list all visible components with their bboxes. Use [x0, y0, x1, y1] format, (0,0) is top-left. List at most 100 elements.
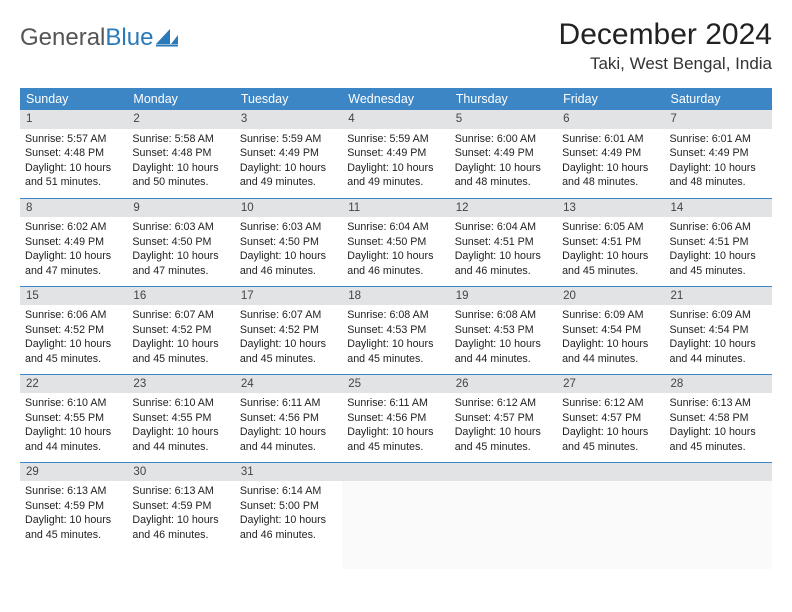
week-row: 1 Sunrise: 5:57 AM Sunset: 4:48 PM Daylight… — [20, 110, 772, 198]
day-info: Sunrise: 6:10 AMSunset: 4:55 PMDaylight:… — [20, 393, 127, 459]
day-number: 4 — [342, 110, 449, 129]
day-cell: 12Sunrise: 6:04 AMSunset: 4:51 PMDayligh… — [450, 198, 557, 286]
sunset: Sunset: 4:52 PM — [25, 323, 122, 337]
day-number — [557, 463, 664, 482]
day-number: 25 — [342, 375, 449, 394]
day-info: Sunrise: 6:11 AMSunset: 4:56 PMDaylight:… — [342, 393, 449, 459]
day-cell: 25Sunrise: 6:11 AMSunset: 4:56 PMDayligh… — [342, 374, 449, 462]
dow-sunday: Sunday — [20, 88, 127, 110]
day-number: 19 — [450, 287, 557, 306]
day-cell: 10Sunrise: 6:03 AMSunset: 4:50 PMDayligh… — [235, 198, 342, 286]
sunrise: Sunrise: 6:01 AM — [562, 132, 659, 146]
day-cell: 1Sunrise: 5:57 AMSunset: 4:48 PMDaylight… — [20, 110, 127, 198]
day-number: 1 — [20, 110, 127, 129]
sunset: Sunset: 4:51 PM — [670, 235, 767, 249]
day-number: 9 — [127, 199, 234, 218]
sunset: Sunset: 4:49 PM — [240, 146, 337, 160]
sunset: Sunset: 4:56 PM — [240, 411, 337, 425]
day-of-week-row: Sunday Monday Tuesday Wednesday Thursday… — [20, 88, 772, 110]
day-number: 8 — [20, 199, 127, 218]
day-info: Sunrise: 6:14 AMSunset: 5:00 PMDaylight:… — [235, 481, 342, 547]
day-info: Sunrise: 6:06 AMSunset: 4:52 PMDaylight:… — [20, 305, 127, 371]
sunrise: Sunrise: 5:59 AM — [240, 132, 337, 146]
day-info: Sunrise: 6:00 AMSunset: 4:49 PMDaylight:… — [450, 129, 557, 195]
sunrise: Sunrise: 6:02 AM — [25, 220, 122, 234]
calendar-body: 1 Sunrise: 5:57 AM Sunset: 4:48 PM Daylight… — [20, 110, 772, 550]
day-info: Sunrise: 6:13 AMSunset: 4:59 PMDaylight:… — [20, 481, 127, 547]
sunset: Sunset: 4:59 PM — [132, 499, 229, 513]
sunrise: Sunrise: 6:00 AM — [455, 132, 552, 146]
day-info: Sunrise: 6:09 AMSunset: 4:54 PMDaylight:… — [665, 305, 772, 371]
day-cell — [557, 462, 664, 550]
day-cell: 31Sunrise: 6:14 AMSunset: 5:00 PMDayligh… — [235, 462, 342, 550]
day-number: 12 — [450, 199, 557, 218]
logo-text-gray: General — [20, 24, 105, 51]
daylight: Daylight: 10 hours and 48 minutes. — [670, 161, 767, 190]
daylight: Daylight: 10 hours and 48 minutes. — [562, 161, 659, 190]
day-cell: 11Sunrise: 6:04 AMSunset: 4:50 PMDayligh… — [342, 198, 449, 286]
daylight: Daylight: 10 hours and 45 minutes. — [562, 425, 659, 454]
daylight: Daylight: 10 hours and 46 minutes. — [132, 513, 229, 542]
day-info — [557, 481, 664, 569]
day-cell: 27Sunrise: 6:12 AMSunset: 4:57 PMDayligh… — [557, 374, 664, 462]
daylight: Daylight: 10 hours and 45 minutes. — [132, 337, 229, 366]
day-cell — [665, 462, 772, 550]
sunrise: Sunrise: 6:13 AM — [25, 484, 122, 498]
sunset: Sunset: 4:55 PM — [132, 411, 229, 425]
day-cell: 18Sunrise: 6:08 AMSunset: 4:53 PMDayligh… — [342, 286, 449, 374]
day-cell: 17Sunrise: 6:07 AMSunset: 4:52 PMDayligh… — [235, 286, 342, 374]
logo-sail-icon — [156, 29, 178, 47]
sunrise: Sunrise: 6:13 AM — [132, 484, 229, 498]
day-cell — [342, 462, 449, 550]
day-number: 20 — [557, 287, 664, 306]
day-cell: 16Sunrise: 6:07 AMSunset: 4:52 PMDayligh… — [127, 286, 234, 374]
sunrise: Sunrise: 6:07 AM — [240, 308, 337, 322]
day-info — [342, 481, 449, 569]
sunrise: Sunrise: 6:11 AM — [240, 396, 337, 410]
sunrise: Sunrise: 5:57 AM — [25, 132, 122, 146]
sunrise: Sunrise: 6:12 AM — [455, 396, 552, 410]
daylight: Daylight: 10 hours and 47 minutes. — [25, 249, 122, 278]
sunrise: Sunrise: 5:59 AM — [347, 132, 444, 146]
sunset: Sunset: 4:48 PM — [132, 146, 229, 160]
sunrise: Sunrise: 6:12 AM — [562, 396, 659, 410]
dow-wednesday: Wednesday — [342, 88, 449, 110]
sunset: Sunset: 4:54 PM — [670, 323, 767, 337]
dow-thursday: Thursday — [450, 88, 557, 110]
daylight: Daylight: 10 hours and 46 minutes. — [240, 249, 337, 278]
day-info: Sunrise: 6:08 AMSunset: 4:53 PMDaylight:… — [450, 305, 557, 371]
day-info: Sunrise: 6:08 AMSunset: 4:53 PMDaylight:… — [342, 305, 449, 371]
day-cell: 28Sunrise: 6:13 AMSunset: 4:58 PMDayligh… — [665, 374, 772, 462]
day-number: 27 — [557, 375, 664, 394]
day-number: 31 — [235, 463, 342, 482]
sunset: Sunset: 4:52 PM — [240, 323, 337, 337]
dow-monday: Monday — [127, 88, 234, 110]
day-cell — [450, 462, 557, 550]
calendar-table: Sunday Monday Tuesday Wednesday Thursday… — [20, 88, 772, 550]
daylight: Daylight: 10 hours and 45 minutes. — [25, 337, 122, 366]
sunrise: Sunrise: 6:14 AM — [240, 484, 337, 498]
sunrise: Sunrise: 6:10 AM — [25, 396, 122, 410]
day-cell: 4Sunrise: 5:59 AMSunset: 4:49 PMDaylight… — [342, 110, 449, 198]
sunrise: Sunrise: 6:11 AM — [347, 396, 444, 410]
day-number: 23 — [127, 375, 234, 394]
day-number: 7 — [665, 110, 772, 129]
week-row: 15Sunrise: 6:06 AMSunset: 4:52 PMDayligh… — [20, 286, 772, 374]
dow-saturday: Saturday — [665, 88, 772, 110]
day-cell: 26Sunrise: 6:12 AMSunset: 4:57 PMDayligh… — [450, 374, 557, 462]
daylight: Daylight: 10 hours and 45 minutes. — [670, 425, 767, 454]
sunrise: Sunrise: 6:05 AM — [562, 220, 659, 234]
day-cell: 3Sunrise: 5:59 AMSunset: 4:49 PMDaylight… — [235, 110, 342, 198]
day-cell: 15Sunrise: 6:06 AMSunset: 4:52 PMDayligh… — [20, 286, 127, 374]
sunrise: Sunrise: 6:06 AM — [25, 308, 122, 322]
day-number — [450, 463, 557, 482]
sunset: Sunset: 4:54 PM — [562, 323, 659, 337]
sunset: Sunset: 4:59 PM — [25, 499, 122, 513]
day-number: 21 — [665, 287, 772, 306]
day-info: Sunrise: 5:58 AMSunset: 4:48 PMDaylight:… — [127, 129, 234, 195]
sunrise: Sunrise: 6:03 AM — [240, 220, 337, 234]
day-info: Sunrise: 6:04 AMSunset: 4:50 PMDaylight:… — [342, 217, 449, 283]
logo: GeneralBlue — [20, 18, 178, 52]
day-number: 29 — [20, 463, 127, 482]
day-number — [665, 463, 772, 482]
